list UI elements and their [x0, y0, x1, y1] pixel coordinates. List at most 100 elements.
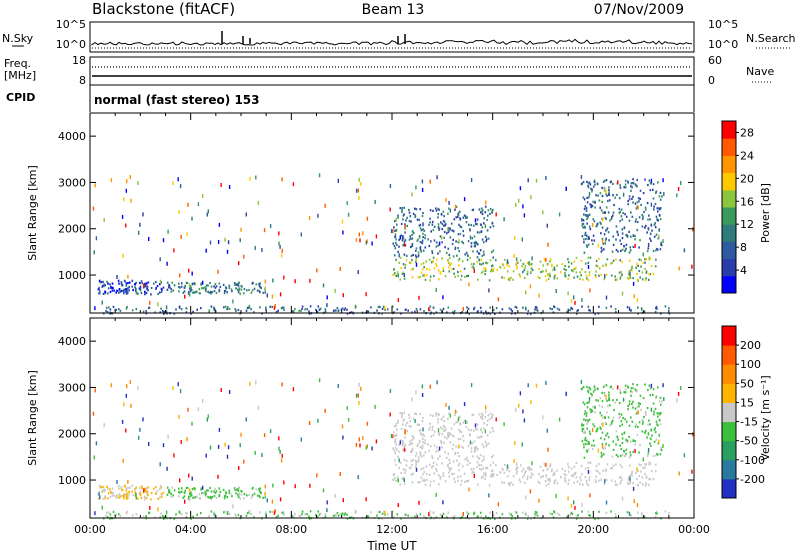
range-gate: [395, 479, 398, 482]
range-gate: [171, 281, 173, 284]
range-gate: [476, 466, 478, 469]
range-gate: [638, 200, 640, 203]
range-gate: [470, 450, 473, 453]
noise-gate: [449, 413, 451, 418]
range-gate: [637, 425, 639, 429]
range-gate: [126, 305, 128, 308]
range-gate: [584, 231, 587, 234]
range-gate: [399, 483, 401, 486]
range-gate: [429, 279, 431, 282]
range-gate: [619, 219, 621, 223]
noise-gate: [255, 175, 257, 180]
range-gate: [394, 441, 396, 444]
range-gate: [139, 287, 142, 290]
range-gate: [604, 239, 607, 242]
range-gate: [490, 270, 492, 273]
noise-gate: [621, 291, 624, 296]
range-gate: [553, 480, 556, 483]
range-gate: [403, 240, 406, 243]
range-gate: [627, 477, 630, 480]
range-gate: [483, 422, 485, 425]
cpid-program: normal (fast stereo) 153: [94, 93, 260, 107]
range-gate: [547, 478, 549, 481]
range-gate: [175, 308, 177, 311]
range-gate: [155, 281, 157, 284]
range-gate: [519, 464, 522, 467]
range-gate: [453, 477, 455, 480]
range-gate: [105, 309, 107, 313]
range-gate: [659, 191, 662, 194]
range-gate: [218, 487, 221, 490]
noise-gate: [604, 479, 606, 484]
range-gate: [629, 480, 631, 483]
range-gate: [422, 274, 424, 277]
noise-gate: [515, 407, 517, 412]
range-gate: [291, 310, 293, 313]
noise-gate: [662, 239, 664, 244]
range-gate: [534, 510, 537, 514]
range-gate: [125, 292, 128, 295]
noise-gate: [597, 243, 600, 248]
range-gate: [549, 258, 552, 261]
range-gate: [652, 478, 655, 481]
range-gate: [624, 186, 627, 189]
noise-gate: [317, 418, 319, 423]
noise-gate: [414, 214, 416, 219]
range-gate: [393, 449, 396, 452]
range-gate: [618, 197, 621, 200]
range-gate: [624, 249, 627, 252]
range-gate: [189, 290, 192, 293]
range-gate: [139, 281, 141, 285]
range-gate: [425, 260, 427, 263]
range-gate: [618, 212, 621, 215]
noise-gate: [271, 499, 274, 504]
range-gate: [411, 438, 413, 441]
range-gate: [627, 408, 629, 411]
nsky-label: N.Sky: [2, 32, 34, 45]
range-gate: [621, 236, 624, 240]
range-gate: [192, 310, 194, 313]
range-gate: [240, 288, 243, 291]
range-gate: [179, 286, 181, 289]
range-gate: [627, 482, 629, 485]
range-gate: [115, 496, 117, 499]
range-gate: [443, 420, 445, 423]
noise-gate: [621, 496, 624, 501]
noise-gate: [437, 428, 440, 433]
range-gate: [427, 443, 429, 446]
range-gate: [457, 475, 459, 479]
noise-gate: [126, 384, 128, 389]
range-gate: [592, 185, 595, 188]
noise-gate: [148, 237, 150, 241]
range-gate: [472, 455, 474, 458]
range-gate: [449, 441, 452, 444]
range-gate: [478, 252, 481, 255]
range-gate: [495, 307, 498, 310]
range-gate: [106, 306, 108, 309]
range-gate: [475, 240, 477, 244]
range-gate: [437, 421, 439, 424]
range-gate: [654, 202, 657, 206]
range-gate: [258, 488, 260, 491]
range-gate: [582, 431, 584, 434]
range-gate: [190, 288, 193, 291]
range-gate: [417, 276, 419, 279]
range-gate: [178, 282, 180, 285]
noise-gate: [228, 390, 231, 394]
range-gate: [641, 513, 643, 516]
range-gate: [262, 496, 264, 499]
range-gate: [128, 289, 130, 292]
range-gate: [444, 223, 447, 226]
noise-gate: [209, 240, 212, 245]
range-gate: [587, 466, 590, 469]
range-gate: [598, 510, 600, 513]
range-gate: [584, 476, 587, 479]
y-tick-label: 4000: [58, 130, 86, 143]
range-gate: [248, 493, 250, 497]
range-gate: [438, 483, 440, 486]
range-gate: [550, 265, 553, 268]
range-gate: [575, 461, 578, 464]
range-gate: [127, 281, 129, 285]
range-gate: [503, 276, 505, 279]
range-gate: [585, 419, 588, 422]
